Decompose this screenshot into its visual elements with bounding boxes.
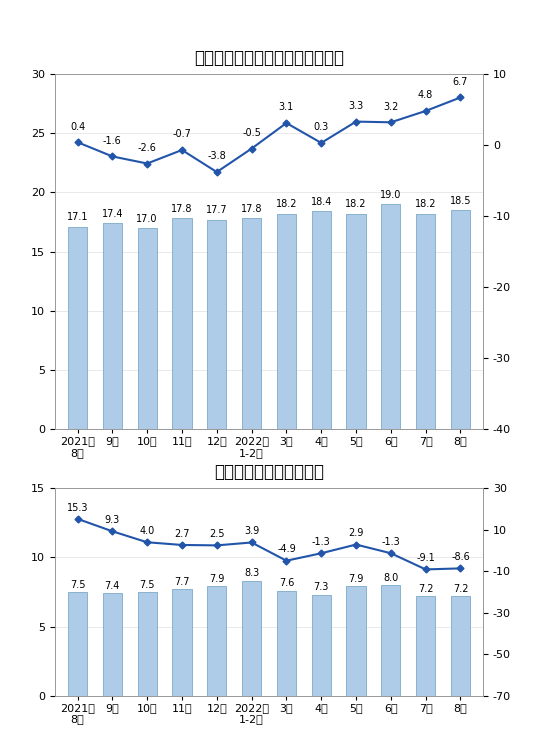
Text: 18.4: 18.4 [311, 197, 332, 207]
Text: 7.5: 7.5 [139, 579, 155, 590]
Text: 7.2: 7.2 [418, 584, 433, 593]
Text: -1.3: -1.3 [312, 537, 330, 547]
Text: 7.2: 7.2 [453, 584, 468, 593]
Bar [451, 596, 470, 696]
Bar [416, 596, 435, 696]
Text: 2.9: 2.9 [349, 528, 364, 538]
Bar [277, 591, 296, 696]
Text: -0.5: -0.5 [242, 128, 261, 138]
Text: 7.9: 7.9 [349, 574, 364, 584]
Text: 3.1: 3.1 [279, 102, 294, 112]
Text: 18.2: 18.2 [345, 200, 367, 209]
Text: 17.7: 17.7 [206, 206, 228, 215]
Bar [68, 592, 87, 696]
Text: -9.1: -9.1 [416, 554, 435, 563]
Text: 3.9: 3.9 [244, 526, 259, 536]
Text: 0.3: 0.3 [313, 122, 329, 132]
Text: -2.6: -2.6 [138, 143, 156, 153]
Bar [68, 226, 87, 429]
Text: 3.3: 3.3 [349, 101, 363, 111]
Bar [172, 589, 192, 696]
Text: 9.3: 9.3 [105, 515, 120, 525]
Text: 2.5: 2.5 [209, 529, 225, 539]
Text: -1.3: -1.3 [382, 537, 400, 547]
Bar [242, 581, 261, 696]
Bar [382, 585, 400, 696]
Text: -8.6: -8.6 [451, 552, 470, 562]
Bar [242, 218, 261, 429]
Text: 8.3: 8.3 [244, 568, 259, 579]
Bar [172, 218, 192, 429]
Text: 3.2: 3.2 [383, 101, 399, 112]
Text: -0.7: -0.7 [172, 130, 192, 139]
Legend: 日均产量（万吨）, 增速（%）: 日均产量（万吨）, 增速（%） [160, 500, 378, 522]
Text: -1.6: -1.6 [103, 135, 122, 146]
Text: 19.0: 19.0 [380, 190, 401, 200]
Text: 7.7: 7.7 [174, 576, 190, 587]
Text: 0.4: 0.4 [70, 121, 85, 132]
Text: 2.7: 2.7 [174, 529, 190, 539]
Text: -4.9: -4.9 [277, 545, 296, 554]
Text: 6.7: 6.7 [453, 77, 468, 87]
Text: 18.2: 18.2 [276, 200, 297, 209]
Title: 十种有色金属同比增速及日均产量: 十种有色金属同比增速及日均产量 [194, 49, 344, 67]
Text: 7.3: 7.3 [313, 582, 329, 592]
Text: 7.4: 7.4 [105, 581, 120, 591]
Bar [346, 214, 366, 429]
Text: 7.5: 7.5 [70, 579, 85, 590]
Bar [103, 593, 122, 696]
Text: 17.8: 17.8 [171, 204, 193, 214]
Bar [207, 220, 226, 429]
Text: 4.0: 4.0 [139, 526, 155, 536]
Text: 17.4: 17.4 [102, 209, 123, 219]
Bar [138, 592, 156, 696]
Text: 7.9: 7.9 [209, 574, 225, 584]
Bar [207, 587, 226, 696]
Text: -3.8: -3.8 [208, 152, 226, 161]
Bar [382, 204, 400, 429]
Bar [451, 210, 470, 429]
Bar [312, 212, 331, 429]
Bar [346, 587, 366, 696]
Text: 18.2: 18.2 [415, 200, 436, 209]
Text: 7.6: 7.6 [279, 578, 294, 588]
Bar [312, 595, 331, 696]
Text: 17.0: 17.0 [136, 214, 158, 223]
Bar [277, 214, 296, 429]
Text: 8.0: 8.0 [383, 573, 399, 582]
Title: 乙烯同比增速及日均产量: 乙烯同比增速及日均产量 [214, 463, 324, 481]
Text: 18.5: 18.5 [450, 196, 471, 206]
Text: 4.8: 4.8 [418, 90, 433, 101]
Bar [103, 223, 122, 429]
Bar [138, 228, 156, 429]
Text: 17.1: 17.1 [67, 212, 88, 223]
Text: 15.3: 15.3 [67, 502, 88, 513]
Text: 17.8: 17.8 [241, 204, 262, 214]
Bar [416, 214, 435, 429]
